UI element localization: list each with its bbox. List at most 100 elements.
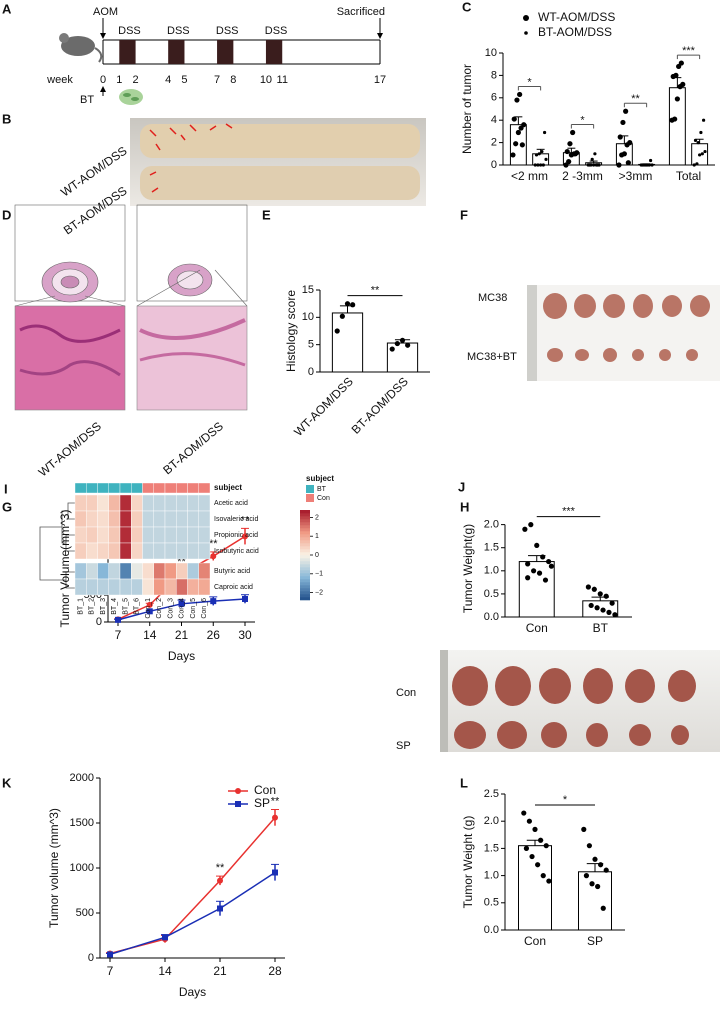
panel-label: G [2, 499, 12, 514]
heatmap-cell [74, 578, 87, 596]
data-point [115, 616, 121, 623]
heatmap-cell [97, 494, 109, 512]
significance-label: *** [682, 45, 696, 57]
heatmap-cell [187, 494, 199, 512]
data-point [627, 140, 633, 146]
heatmap-cell [187, 542, 199, 560]
data-point [586, 843, 592, 849]
y-tick-label: 2 [491, 137, 497, 149]
data-point [540, 554, 546, 560]
row-label: Butyric acid [214, 568, 250, 575]
colorbar-step [300, 555, 310, 559]
colorbar-step [300, 582, 310, 586]
heatmap-cell [164, 542, 177, 560]
heatmap-cell [108, 578, 121, 596]
data-point [339, 313, 345, 319]
data-point [592, 163, 596, 167]
data-point [540, 873, 546, 879]
y-tick-label: 15 [302, 284, 314, 296]
bar [386, 342, 419, 373]
dss-period [265, 40, 283, 64]
y-axis-label: Number of tumor [460, 64, 474, 154]
data-point [594, 605, 600, 611]
week-tick-label: 10 [260, 74, 272, 86]
y-tick-label: 0 [96, 616, 102, 628]
data-point [536, 570, 543, 576]
heatmap-cell [164, 526, 177, 544]
data-point [519, 142, 525, 148]
data-point [589, 881, 595, 887]
data-point [528, 522, 534, 528]
x-tick-label: Total [676, 169, 701, 183]
data-point [389, 346, 395, 352]
group-label: MC38+BT [467, 351, 517, 363]
week-tick-label: 2 [133, 74, 139, 86]
data-point [693, 138, 698, 142]
week-tick-label: 0 [100, 74, 106, 86]
heatmap-cell [86, 510, 98, 528]
data-point [537, 152, 541, 156]
heatmap-cell [187, 578, 199, 596]
significance-label: * [563, 794, 568, 806]
heatmap-cell [198, 526, 211, 544]
data-point [217, 877, 223, 884]
heatmap-cell [119, 578, 132, 596]
x-tick-label: 21 [175, 628, 189, 642]
data-point [674, 96, 680, 102]
start-label: AOM [93, 6, 118, 18]
week-tick-label: 4 [165, 74, 171, 86]
data-point [544, 157, 548, 161]
data-point [603, 867, 609, 873]
heatmap-cell [198, 562, 211, 580]
colorbar-tick-label: −1 [315, 571, 323, 578]
data-point [542, 577, 549, 583]
data-point [650, 163, 654, 167]
data-point [600, 905, 606, 911]
data-point [535, 862, 541, 868]
heatmap-cell [176, 578, 188, 596]
heatmap-cell [108, 562, 121, 580]
heatmap-cell [198, 542, 211, 560]
data-point [521, 122, 527, 128]
y-tick-label: 1500 [70, 817, 94, 829]
data-point [523, 845, 530, 852]
panel-label: I [4, 481, 8, 496]
y-tick-label: 8 [491, 69, 497, 81]
data-point [596, 163, 600, 167]
data-point [570, 129, 576, 136]
colorbar-step [300, 534, 310, 538]
x-tick-label: <2 mm [511, 169, 548, 183]
heatmap-cell [142, 562, 154, 580]
dendrogram [39, 502, 75, 589]
x-tick-label: SP [587, 934, 603, 948]
dss-period [168, 40, 185, 64]
significance-label: ** [371, 285, 380, 297]
data-point [643, 163, 647, 167]
data-point [598, 862, 604, 868]
data-point [678, 60, 684, 66]
colorbar-tick-label: 0 [315, 552, 319, 559]
data-point [178, 600, 185, 607]
data-point [394, 340, 400, 347]
heatmap-cell [164, 578, 177, 596]
heatmap-cell [198, 510, 211, 528]
column-label: Con_6 [201, 598, 208, 619]
heatmap-cell [74, 542, 87, 560]
week-tick-label: 11 [277, 74, 288, 86]
data-point [522, 526, 528, 532]
annotation-cell [198, 482, 211, 494]
y-tick-label: 2000 [70, 772, 94, 784]
data-point [595, 883, 601, 890]
bar [518, 845, 552, 931]
data-point [543, 843, 549, 849]
colorbar-step [300, 567, 310, 571]
colorbar-step [300, 513, 310, 517]
y-tick-label: 1.0 [484, 870, 499, 882]
data-point [531, 568, 537, 574]
legend-label: BT-AOM/DSS [538, 25, 612, 39]
data-point [107, 951, 113, 958]
data-point [612, 612, 618, 618]
column-label: Con_2 [156, 598, 163, 619]
colorbar-step [300, 561, 310, 565]
